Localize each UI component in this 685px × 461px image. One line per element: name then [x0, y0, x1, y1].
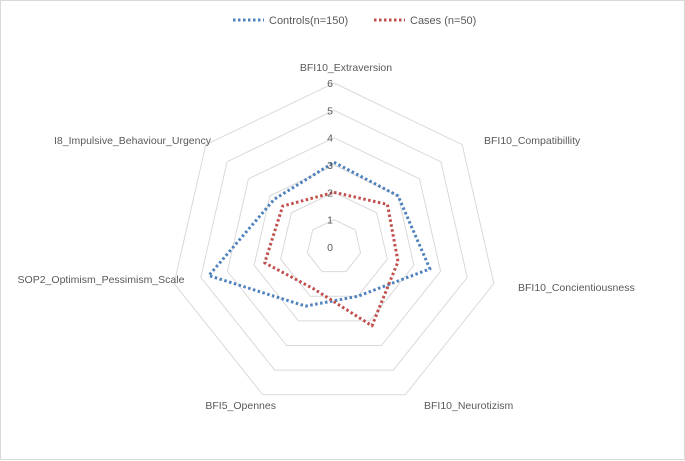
- tick-label: 5: [327, 105, 333, 117]
- tick-layer: 0 1 2 3 4 5 6: [327, 78, 333, 254]
- grid-ring: [173, 82, 495, 396]
- category-label: BFI10_Neurotizism: [424, 400, 514, 412]
- tick-label: 4: [327, 133, 333, 145]
- tick-label: 1: [327, 215, 333, 227]
- series-line: [207, 160, 432, 308]
- grid-ring: [253, 164, 415, 322]
- tick-label: 3: [327, 160, 333, 172]
- grid-ring: [280, 191, 388, 297]
- category-label: BFI5_Opennes: [205, 400, 276, 412]
- category-label-layer: BFI10_Extraversion BFI10_Compatibillity BF…: [18, 62, 635, 412]
- tick-label: 6: [327, 78, 333, 90]
- grid-ring: [226, 137, 442, 346]
- category-label: BFI10_Compatibillity: [484, 135, 581, 147]
- tick-label: 2: [327, 187, 333, 199]
- category-label: SOP2_Optimism_Pessimism_Scale: [18, 274, 185, 286]
- grid-ring: [200, 109, 468, 371]
- tick-label: 0: [327, 242, 333, 254]
- grid-layer: [173, 82, 495, 396]
- legend-label: Controls(n=150): [269, 15, 348, 27]
- grid-ring: [306, 219, 362, 273]
- category-label: BFI10_Concientiousness: [518, 282, 635, 294]
- series-layer: [207, 160, 432, 328]
- category-label: I8_Impulsive_Behaviour_Urgency: [54, 135, 212, 147]
- category-label: BFI10_Extraversion: [300, 62, 392, 74]
- legend: Controls(n=150) Cases (n=50): [233, 15, 476, 27]
- series-line: [263, 190, 400, 328]
- legend-label: Cases (n=50): [410, 15, 476, 27]
